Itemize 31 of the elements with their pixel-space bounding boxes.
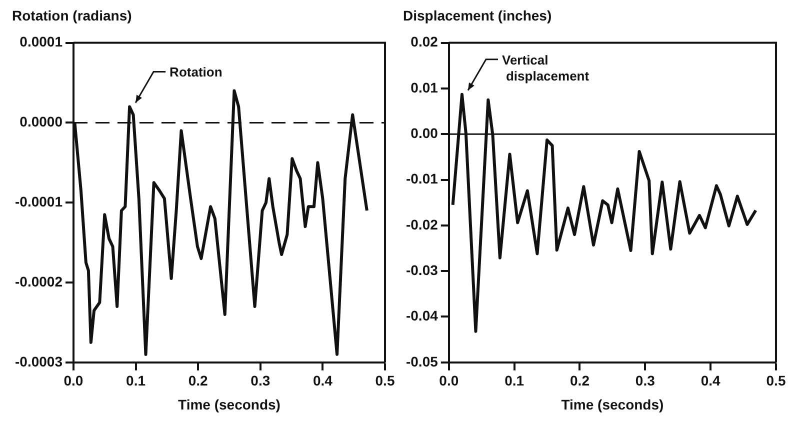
y-tick-label: -0.01	[406, 170, 438, 187]
x-tick-label: 0.3	[635, 372, 656, 389]
x-axis-title: Time (seconds)	[178, 396, 280, 412]
x-tick-label: 0.5	[375, 372, 395, 389]
y-tick-label: -0.04	[406, 308, 438, 324]
x-tick-label: 0.4	[700, 372, 721, 389]
x-tick-label: 0.0	[64, 372, 84, 389]
y-tick-label: -0.0001	[15, 193, 63, 210]
y-tick-label: -0.05	[406, 353, 438, 370]
y-tick-label: -0.0003	[15, 353, 63, 370]
y-axis-title: Rotation (radians)	[12, 7, 132, 24]
y-tick-label: -0.0002	[15, 273, 63, 290]
y-tick-label: 0.02	[410, 34, 438, 50]
x-tick-label: 0.0	[439, 372, 459, 389]
y-tick-label: 0.0001	[20, 34, 63, 50]
x-axis-title: Time (seconds)	[561, 396, 664, 412]
annotation: Rotation	[170, 64, 222, 80]
x-tick-label: 0.1	[126, 372, 146, 389]
x-tick-label: 0.4	[312, 372, 333, 389]
y-tick-label: -0.03	[406, 262, 438, 278]
y-axis-title: Displacement (inches)	[403, 7, 552, 24]
y-tick-label: -0.02	[406, 216, 438, 232]
annotation: Vertical displacement	[502, 52, 590, 84]
x-tick-label: 0.2	[188, 372, 208, 389]
x-tick-label: 0.5	[766, 372, 786, 389]
y-tick-label: 0.01	[410, 79, 438, 96]
y-tick-label: 0.00	[410, 124, 438, 141]
x-tick-label: 0.3	[250, 372, 270, 389]
x-tick-label: 0.1	[504, 372, 524, 389]
y-tick-label: 0.0000	[20, 114, 63, 130]
x-tick-label: 0.2	[570, 372, 590, 389]
